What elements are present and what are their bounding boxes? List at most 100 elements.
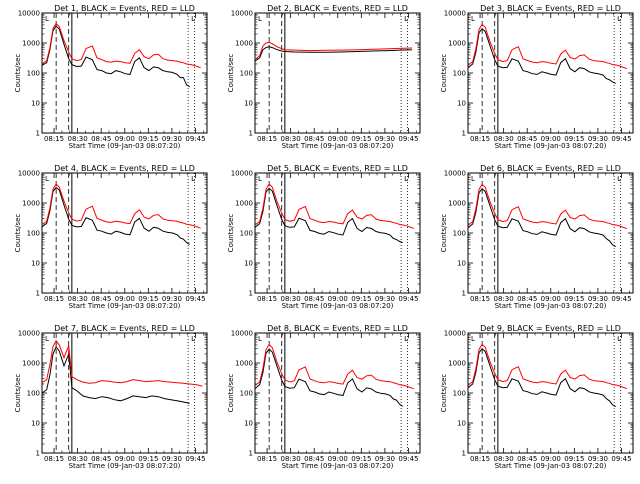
y-tick-label: 10 [244,100,253,108]
x-tick-label: 09:00 [328,135,348,143]
y-tick-label: 10 [457,260,466,268]
y-axis-label: Counts/sec [14,54,22,93]
y-tick-label: 100 [27,70,40,78]
corner-l-marker: L [258,175,262,183]
plot-frame [254,332,421,454]
corner-l-marker: L [471,15,475,23]
panel-title: Det 4, BLACK = Events, RED = LLD [54,164,195,173]
x-tick-label: 09:30 [588,135,608,143]
y-tick-label: 10 [244,260,253,268]
x-tick-label: 09:00 [541,135,561,143]
x-tick-label: 08:30 [68,295,88,303]
series-line-lld [467,343,627,390]
x-tick-label: 08:45 [517,135,537,143]
x-tick-label: 09:00 [541,295,561,303]
x-tick-label: 09:00 [328,295,348,303]
panel-title: Det 1, BLACK = Events, RED = LLD [54,4,195,13]
x-tick-label: 09:00 [328,455,348,463]
x-tick-label: 09:45 [398,295,418,303]
plot-frame [467,332,634,454]
plot-frame [254,172,421,294]
series-line-events [467,187,616,248]
x-axis-label: Start Time (09-Jan-03 08:07:20) [495,142,607,150]
x-tick-label: 09:15 [564,455,584,463]
x-tick-label: 08:45 [517,295,537,303]
y-axis-label: Counts/sec [14,374,22,413]
x-tick-label: 09:00 [541,455,561,463]
y-tick-label: 1 [36,130,40,138]
x-tick-label: 08:15 [44,455,64,463]
corner-l-marker: L [191,175,195,183]
x-tick-label: 08:15 [44,295,64,303]
x-tick-label: 09:45 [185,455,205,463]
y-tick-label: 1 [249,450,253,458]
corner-l-marker: L [404,335,408,343]
y-tick-label: 100 [453,230,466,238]
x-tick-label: 09:45 [398,455,418,463]
y-tick-label: 1000 [22,40,40,48]
x-tick-label: 08:15 [470,135,490,143]
series-line-events [41,25,190,88]
y-axis-label: Counts/sec [440,374,448,413]
x-tick-label: 08:15 [257,295,277,303]
y-axis-label: Counts/sec [227,374,235,413]
y-tick-label: 10000 [444,330,466,338]
detector-panel-7: Det 7, BLACK = Events, RED = LLD 1 10 100 10… [14,324,208,470]
detector-panel-4: Det 4, BLACK = Events, RED = LLD 1 10 100 10… [14,164,208,310]
y-tick-label: 1000 [235,200,253,208]
x-tick-label: 08:30 [494,295,514,303]
plot-frame [41,172,208,294]
corner-l-marker: L [191,15,195,23]
x-tick-label: 09:30 [162,455,182,463]
y-tick-label: 1000 [448,200,466,208]
x-tick-label: 09:15 [351,455,371,463]
series-line-lld [467,23,627,70]
series-line-events [254,348,403,407]
panel-title: Det 9, BLACK = Events, RED = LLD [480,324,621,333]
x-tick-label: 08:45 [304,455,324,463]
corner-l-marker: L [45,15,49,23]
detector-panel-1: Det 1, BLACK = Events, RED = LLD 1 10 100 10… [14,4,208,150]
y-tick-label: 1 [36,290,40,298]
x-tick-label: 08:15 [44,135,64,143]
y-tick-label: 10000 [444,170,466,178]
y-tick-label: 100 [240,230,253,238]
x-tick-label: 08:45 [304,135,324,143]
x-axis-label: Start Time (09-Jan-03 08:07:20) [69,302,181,310]
y-tick-label: 100 [27,230,40,238]
series-line-events [254,187,403,244]
detector-panel-6: Det 6, BLACK = Events, RED = LLD 1 10 100 10… [440,164,634,310]
y-tick-label: 1000 [235,360,253,368]
x-axis-label: Start Time (09-Jan-03 08:07:20) [495,302,607,310]
x-tick-label: 08:30 [68,455,88,463]
y-tick-label: 10 [244,420,253,428]
corner-l-marker: L [617,335,621,343]
panel-title: Det 3, BLACK = Events, RED = LLD [480,4,621,13]
x-tick-label: 08:45 [91,455,111,463]
series-line-events [467,347,616,408]
x-tick-label: 09:30 [375,135,395,143]
y-tick-label: 10 [457,420,466,428]
y-tick-label: 1000 [22,360,40,368]
x-tick-label: 09:00 [115,135,135,143]
y-tick-label: 10000 [444,10,466,18]
y-tick-label: 1000 [22,200,40,208]
x-tick-label: 08:45 [304,295,324,303]
x-tick-label: 09:30 [375,455,395,463]
x-tick-label: 08:15 [470,455,490,463]
corner-l-marker: L [258,15,262,23]
x-tick-label: 09:00 [115,455,135,463]
x-tick-label: 08:15 [257,135,277,143]
x-tick-label: 09:30 [588,455,608,463]
y-tick-label: 100 [240,390,253,398]
detector-panel-9: Det 9, BLACK = Events, RED = LLD 1 10 100 10… [440,324,634,470]
x-tick-label: 09:15 [138,455,158,463]
x-tick-label: 09:30 [588,295,608,303]
series-line-lld [254,41,413,60]
y-tick-label: 10000 [231,330,253,338]
y-tick-label: 10 [31,260,40,268]
panel-title: Det 2, BLACK = Events, RED = LLD [267,4,408,13]
x-tick-label: 09:15 [138,295,158,303]
